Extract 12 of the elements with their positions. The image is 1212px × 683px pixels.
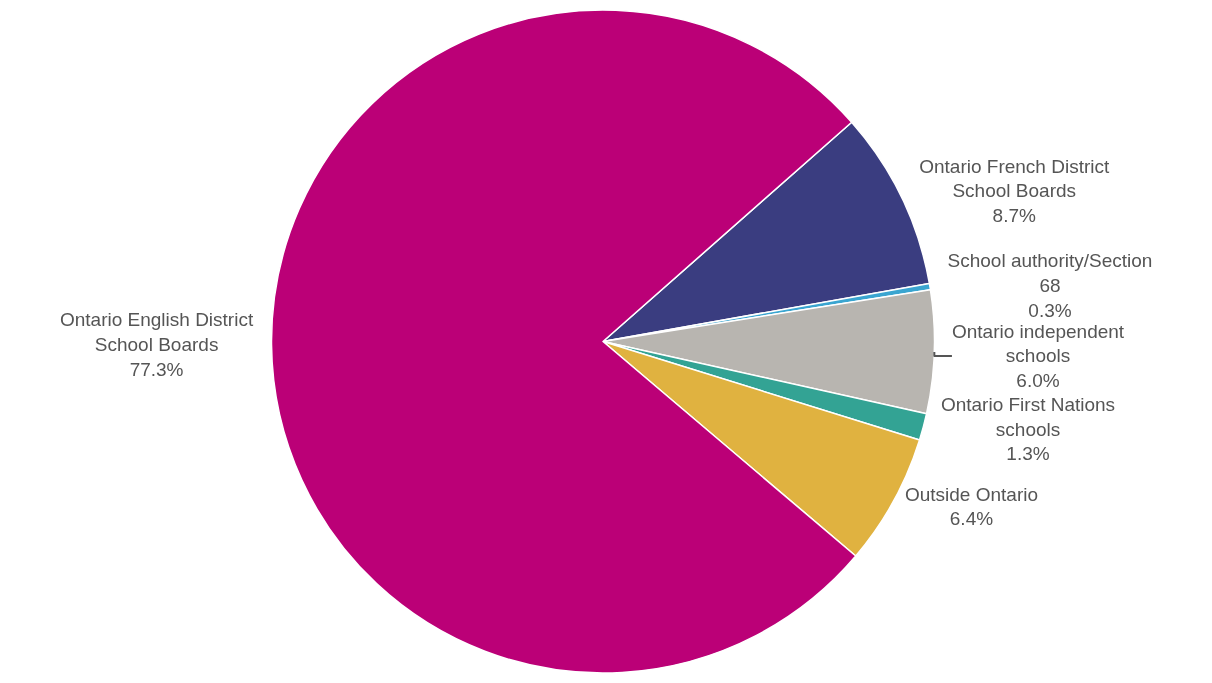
slice-label: Outside Ontario bbox=[904, 483, 1038, 505]
slice-label: Ontario First Nations schools bbox=[940, 394, 1116, 440]
data-label: 6.4% bbox=[949, 508, 994, 530]
slice-label: Ontario independent schools bbox=[951, 320, 1125, 367]
data-label: 8.7% bbox=[992, 205, 1036, 227]
data-label: 77.3% bbox=[129, 358, 184, 380]
slice-label: Ontario French District School Boards bbox=[919, 155, 1110, 202]
slice-label: School authority/Section 68 bbox=[947, 250, 1153, 297]
slice-label: Ontario English District School Boards bbox=[59, 309, 254, 356]
data-label: 0.3% bbox=[1028, 299, 1072, 321]
data-label: 1.3% bbox=[1006, 443, 1050, 465]
data-label: 6.0% bbox=[1016, 370, 1060, 392]
